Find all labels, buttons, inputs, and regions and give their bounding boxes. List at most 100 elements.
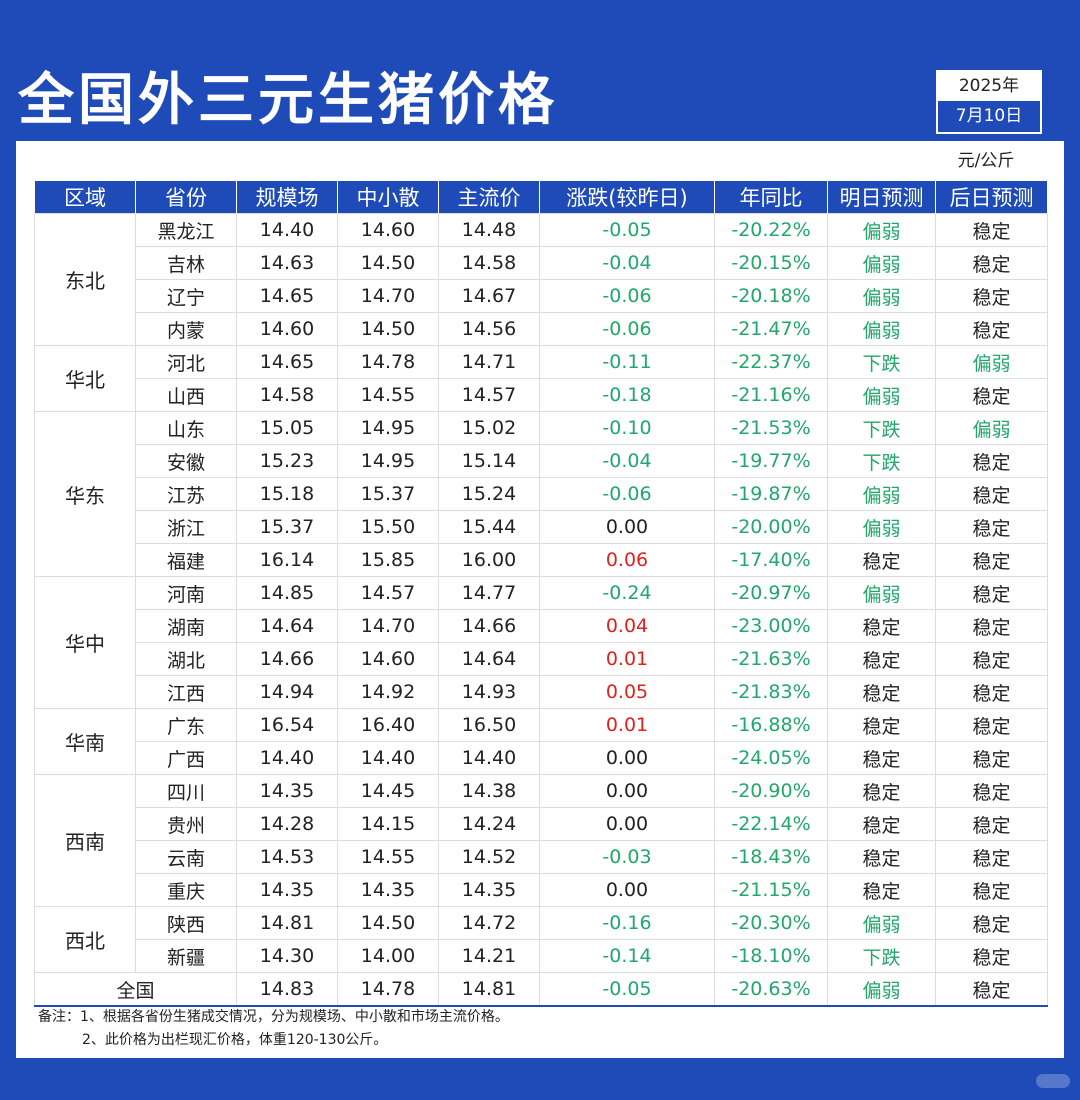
forecast-day-after-cell: 稳定 [935,444,1048,478]
change-cell: -0.05 [539,972,715,1007]
table-row: 辽宁 14.65 14.70 14.67 -0.06 -20.18% 偏弱 稳定 [35,279,1048,313]
region-cell: 东北 [34,213,136,346]
change-cell: 0.00 [539,510,715,544]
small-farm-price-cell: 14.60 [337,642,439,676]
province-cell: 山东 [135,411,237,445]
table-row: 湖北 14.66 14.60 14.64 0.01 -21.63% 稳定 稳定 [35,642,1048,676]
province-cell: 广东 [135,708,237,742]
forecast-day-after-cell: 稳定 [935,642,1048,676]
yoy-change-cell: -21.16% [714,378,828,412]
forecast-tomorrow-cell: 稳定 [827,741,936,775]
column-header: 后日预测 [935,181,1048,214]
scale-farm-price-cell: 14.35 [236,774,338,808]
province-cell: 湖北 [135,642,237,676]
mainstream-price-cell: 14.66 [438,609,540,643]
scale-farm-price-cell: 14.85 [236,576,338,610]
mainstream-price-cell: 14.81 [438,972,540,1007]
forecast-tomorrow-cell: 稳定 [827,708,936,742]
table-row: 安徽 15.23 14.95 15.14 -0.04 -19.77% 下跌 稳定 [35,444,1048,478]
yoy-change-cell: -21.63% [714,642,828,676]
yoy-change-cell: -21.83% [714,675,828,709]
region-cell: 西北 [34,906,136,973]
forecast-day-after-cell: 稳定 [935,939,1048,973]
table-row: 广西 14.40 14.40 14.40 0.00 -24.05% 稳定 稳定 [35,741,1048,775]
forecast-day-after-cell: 稳定 [935,213,1048,247]
mainstream-price-cell: 14.72 [438,906,540,940]
date-day: 7月10日 [938,101,1040,132]
yoy-change-cell: -20.22% [714,213,828,247]
yoy-change-cell: -18.10% [714,939,828,973]
forecast-tomorrow-cell: 稳定 [827,642,936,676]
small-farm-price-cell: 14.92 [337,675,439,709]
table-row: 山西 14.58 14.55 14.57 -0.18 -21.16% 偏弱 稳定 [35,378,1048,412]
table-row: 湖南 14.64 14.70 14.66 0.04 -23.00% 稳定 稳定 [35,609,1048,643]
table-header-row: 区域 省份 规模场 中小散 主流价 涨跌(较昨日) 年同比 明日预测 后日预测 [34,181,1048,214]
yoy-change-cell: -24.05% [714,741,828,775]
scale-farm-price-cell: 14.30 [236,939,338,973]
region-cell: 华中 [34,576,136,709]
watermark-logo [1036,1074,1070,1088]
mainstream-price-cell: 14.21 [438,939,540,973]
small-farm-price-cell: 14.35 [337,873,439,907]
forecast-tomorrow-cell: 稳定 [827,543,936,577]
scale-farm-price-cell: 14.64 [236,609,338,643]
table-row: 华中 河南 14.85 14.57 14.77 -0.24 -20.97% 偏弱 稳定 [34,576,1048,709]
table-row: 福建 16.14 15.85 16.00 0.06 -17.40% 稳定 稳定 [35,543,1048,577]
page-title: 全国外三元生猪价格 [18,68,558,133]
forecast-day-after-cell: 稳定 [935,906,1048,940]
small-farm-price-cell: 14.15 [337,807,439,841]
yoy-change-cell: -20.63% [714,972,828,1007]
forecast-tomorrow-cell: 稳定 [827,609,936,643]
yoy-change-cell: -19.87% [714,477,828,511]
yoy-change-cell: -20.97% [714,576,828,610]
mainstream-price-cell: 14.57 [438,378,540,412]
change-cell: -0.11 [539,345,715,379]
yoy-change-cell: -20.30% [714,906,828,940]
small-farm-price-cell: 14.50 [337,312,439,346]
change-cell: 0.00 [539,774,715,808]
scale-farm-price-cell: 14.28 [236,807,338,841]
forecast-tomorrow-cell: 偏弱 [827,972,936,1007]
yoy-change-cell: -21.47% [714,312,828,346]
small-farm-price-cell: 14.45 [337,774,439,808]
note-2: 2、此价格为出栏现汇价格，体重120-130公斤。 [82,1032,388,1048]
change-cell: -0.16 [539,906,715,940]
province-cell: 陕西 [135,906,237,940]
change-cell: 0.05 [539,675,715,709]
table-row: 东北 黑龙江 14.40 14.60 14.48 -0.05 -20.22% 偏弱 稳定 [34,213,1048,346]
column-header: 明日预测 [827,181,936,214]
scale-farm-price-cell: 15.23 [236,444,338,478]
province-cell: 吉林 [135,246,237,280]
province-cell: 福建 [135,543,237,577]
date-badge: 2025年 7月10日 [936,70,1042,134]
province-cell: 内蒙 [135,312,237,346]
change-cell: -0.14 [539,939,715,973]
small-farm-price-cell: 14.40 [337,741,439,775]
forecast-day-after-cell: 稳定 [935,741,1048,775]
column-header: 主流价 [438,181,540,214]
mainstream-price-cell: 15.02 [438,411,540,445]
forecast-tomorrow-cell: 下跌 [827,939,936,973]
province-cell: 浙江 [135,510,237,544]
change-cell: -0.24 [539,576,715,610]
forecast-day-after-cell: 偏弱 [935,345,1048,379]
change-cell: 0.01 [539,642,715,676]
change-cell: -0.05 [539,213,715,247]
small-farm-price-cell: 15.50 [337,510,439,544]
province-cell: 重庆 [135,873,237,907]
mainstream-price-cell: 14.48 [438,213,540,247]
small-farm-price-cell: 14.50 [337,906,439,940]
mainstream-price-cell: 14.24 [438,807,540,841]
yoy-change-cell: -22.37% [714,345,828,379]
forecast-day-after-cell: 稳定 [935,576,1048,610]
change-cell: -0.04 [539,444,715,478]
scale-farm-price-cell: 14.35 [236,873,338,907]
table-row: 新疆 14.30 14.00 14.21 -0.14 -18.10% 下跌 稳定 [35,939,1048,973]
forecast-day-after-cell: 稳定 [935,378,1048,412]
province-cell: 广西 [135,741,237,775]
table-row: 重庆 14.35 14.35 14.35 0.00 -21.15% 稳定 稳定 [35,873,1048,907]
region-cell: 华南 [34,708,136,775]
unit-label: 元/公斤 [957,151,1015,171]
column-header: 年同比 [714,181,828,214]
small-farm-price-cell: 14.55 [337,378,439,412]
